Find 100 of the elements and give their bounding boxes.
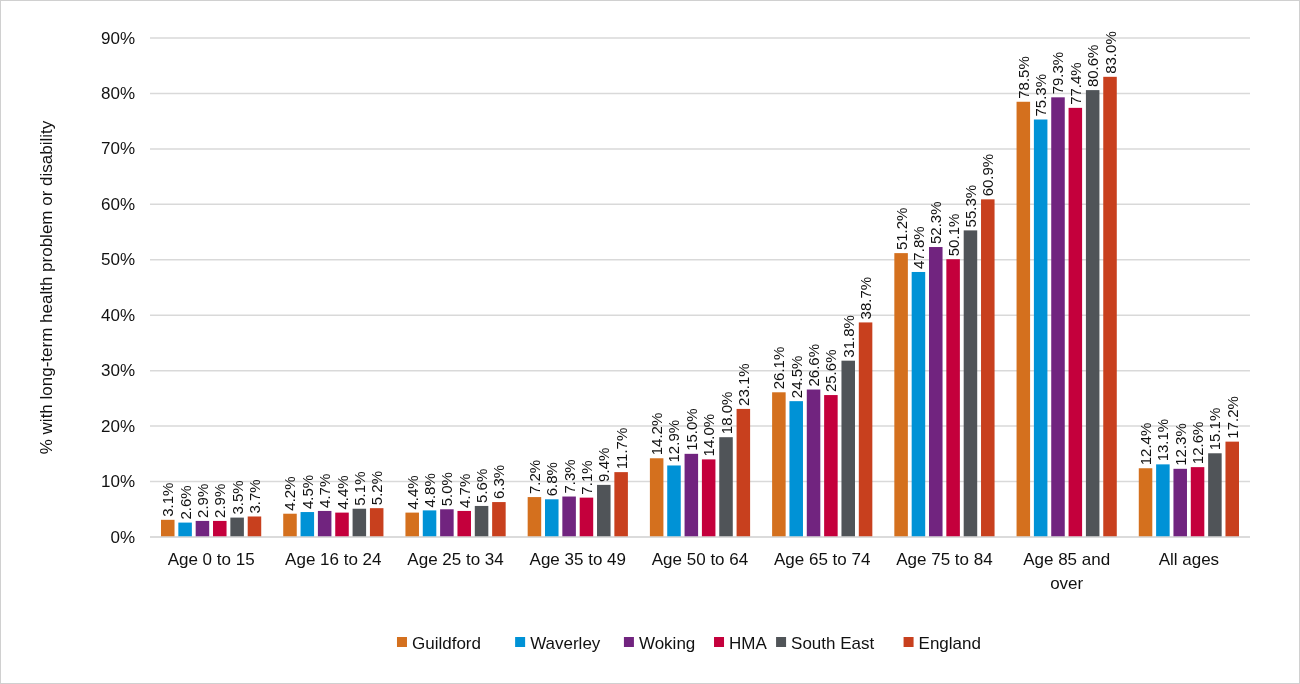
legend-label: Guildford (411, 633, 481, 653)
data-label: 26.1% (770, 346, 788, 390)
data-label: 60.9% (979, 153, 997, 197)
bar (352, 508, 367, 537)
data-label: 80.6% (1084, 44, 1102, 88)
data-label: 14.2% (648, 412, 666, 456)
data-label: 7.1% (577, 460, 595, 495)
data-label: 38.7% (857, 276, 875, 320)
bar (824, 395, 838, 537)
data-label: 51.2% (892, 207, 910, 251)
bar (1068, 107, 1083, 537)
bar (492, 502, 506, 537)
data-label: 7.3% (560, 459, 578, 494)
bar (1103, 76, 1117, 537)
data-label: 2.9% (193, 483, 211, 518)
data-label: 14.0% (700, 413, 718, 457)
data-label: 5.2% (368, 470, 386, 506)
legend-label: HMA (729, 633, 768, 653)
bar (806, 389, 821, 537)
data-label: 4.4% (333, 475, 351, 510)
data-label: 11.7% (612, 427, 630, 470)
y-tick-label: 10% (100, 472, 135, 492)
legend-label: Waverley (530, 633, 601, 653)
bar (719, 437, 733, 537)
bar (789, 401, 803, 537)
bar (858, 322, 873, 537)
bar (929, 247, 943, 537)
y-axis-title: % with long-term health problem or disability (37, 120, 56, 455)
y-tick-label: 60% (100, 194, 135, 214)
y-tick-label: 50% (100, 250, 135, 270)
bar (649, 458, 664, 537)
data-label: 5.1% (350, 471, 368, 506)
bar (1208, 453, 1222, 537)
bar (195, 520, 210, 537)
data-label: 15.0% (682, 408, 700, 451)
data-label: 6.3% (490, 464, 508, 500)
data-label: 31.8% (839, 315, 857, 358)
data-label: 3.1% (159, 482, 177, 517)
bar (597, 484, 611, 537)
data-label: 3.5% (228, 480, 246, 515)
x-tick-label: Age 65 to 74 (774, 550, 871, 569)
x-tick-label: Age 0 to 15 (167, 550, 255, 569)
x-tick-label: Age 85 and over (1023, 550, 1111, 593)
bar (1016, 101, 1031, 537)
data-label: 26.6% (805, 343, 823, 387)
x-tick-label: Age 75 to 84 (896, 550, 993, 569)
data-label: 83.0% (1101, 31, 1119, 74)
data-label: 25.6% (822, 349, 840, 393)
bar (684, 453, 699, 537)
data-label: 17.2% (1223, 396, 1241, 439)
bar (474, 505, 489, 537)
data-label: 4.7% (455, 473, 473, 508)
data-label: 13.1% (1154, 418, 1172, 462)
y-tick-label: 0% (110, 527, 135, 547)
legend-label: Woking (638, 633, 696, 653)
bar (667, 465, 681, 537)
bar (562, 496, 576, 537)
data-label: 75.3% (1032, 73, 1050, 117)
data-label: 4.4% (403, 475, 421, 510)
y-tick-label: 30% (100, 361, 135, 381)
data-label: 3.7% (245, 479, 263, 514)
data-label: 47.8% (909, 226, 927, 269)
legend-label: England (918, 633, 981, 653)
data-label: 2.6% (176, 485, 194, 520)
bar (300, 512, 315, 537)
data-label: 23.1% (734, 363, 752, 406)
data-label: 77.4% (1066, 62, 1084, 105)
x-tick-label: Age 16 to 24 (285, 550, 382, 569)
bar (1138, 468, 1153, 537)
x-tick-label: Age 50 to 64 (651, 550, 749, 569)
x-tick-label: All ages (1158, 550, 1220, 569)
y-tick-label: 90% (100, 28, 135, 48)
bar (545, 499, 559, 537)
bar (230, 517, 244, 537)
bar (161, 519, 175, 537)
bar (772, 392, 786, 537)
bar (1033, 119, 1048, 537)
bar (405, 512, 419, 537)
data-label: 7.2% (525, 459, 543, 495)
y-tick-label: 70% (100, 139, 135, 159)
bar (369, 508, 384, 537)
data-label: 12.9% (665, 419, 683, 463)
data-label: 5.6% (473, 468, 491, 503)
bar (1156, 464, 1170, 537)
data-label: 78.5% (1014, 56, 1032, 99)
bar (1225, 441, 1239, 537)
bar (614, 472, 628, 537)
legend-label: South East (791, 633, 875, 653)
bar (422, 510, 437, 537)
y-tick-label: 20% (100, 416, 135, 436)
data-label: 18.0% (717, 391, 735, 435)
data-label: 55.3% (961, 184, 979, 228)
bar (317, 510, 332, 537)
bar (894, 253, 908, 537)
bar (946, 259, 960, 537)
bar (457, 510, 471, 537)
data-label: 12.3% (1171, 423, 1189, 466)
bar (178, 522, 192, 537)
data-label: 24.5% (787, 355, 805, 399)
x-tick-label: Age 35 to 49 (529, 550, 626, 569)
